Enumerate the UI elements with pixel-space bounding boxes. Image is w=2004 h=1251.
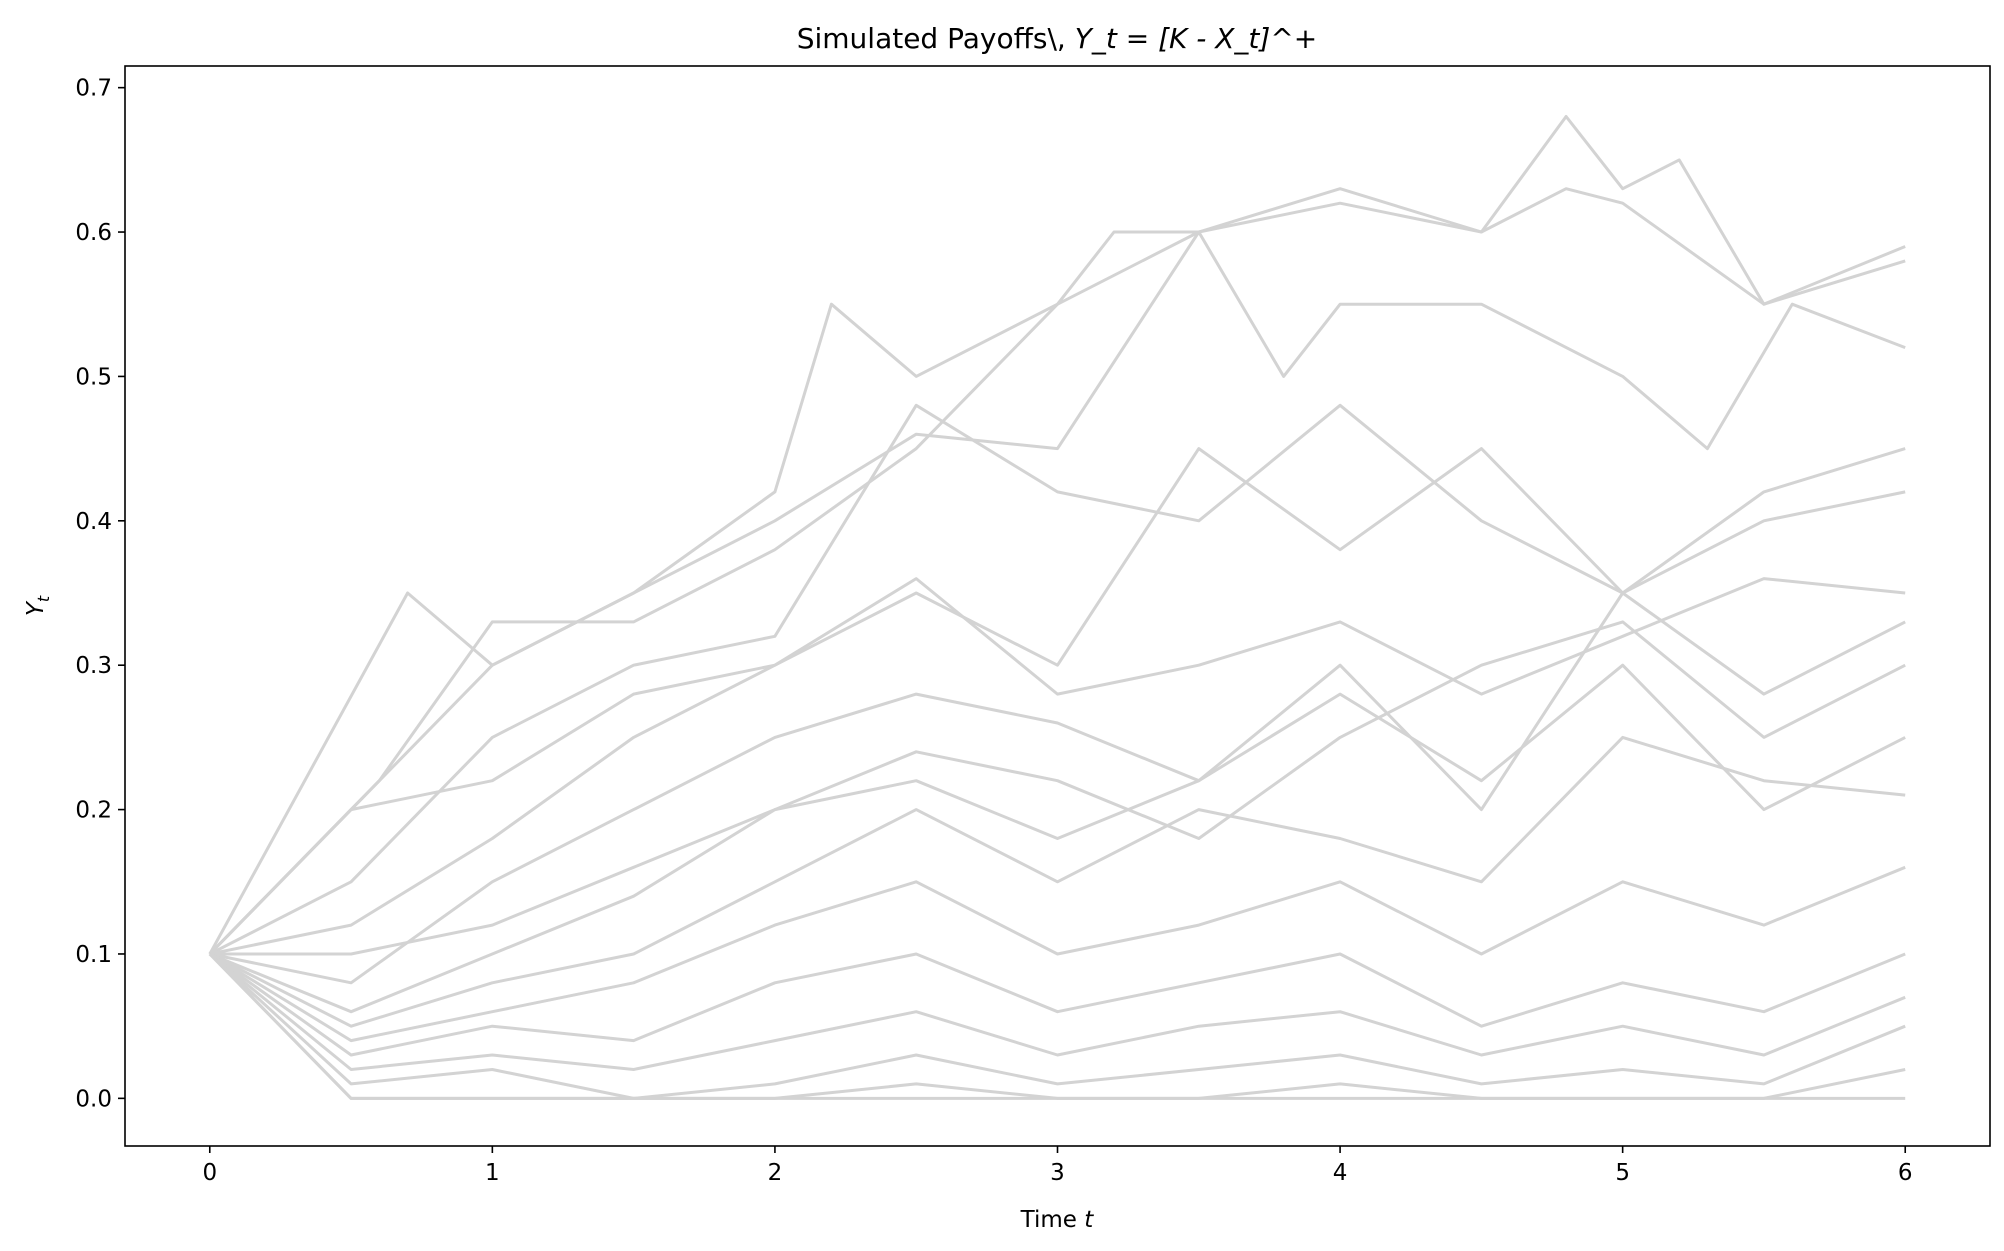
chart-title-math: Y_t = [K - X_t]^+ [1075, 22, 1318, 55]
y-axis-label-sub: t [34, 595, 53, 602]
x-axis-label: Time t [1020, 1207, 1095, 1233]
y-tick-label-4: 0.4 [75, 509, 112, 535]
series-line-8 [209, 620, 1906, 956]
x-axis-ticks: 0 1 2 3 4 5 6 [202, 1146, 1913, 1186]
x-tick-label-1: 1 [485, 1160, 500, 1186]
x-tick-label-0: 0 [202, 1160, 217, 1186]
y-axis-label: Yt [23, 595, 53, 616]
x-tick-label-4: 4 [1333, 1160, 1348, 1186]
y-tick-label-6: 0.6 [75, 220, 112, 246]
series-layer [208, 115, 1906, 1100]
series-line-6 [209, 577, 1906, 956]
x-tick-label-5: 5 [1615, 1160, 1630, 1186]
y-tick-label-1: 0.1 [75, 942, 112, 968]
y-axis-label-main: Y [23, 600, 49, 616]
series-line-16 [208, 952, 1906, 1100]
series-line-14 [208, 952, 1906, 1100]
x-tick-label-3: 3 [1050, 1160, 1065, 1186]
series-line-13 [208, 952, 1906, 1071]
x-axis-label-var: t [1084, 1207, 1094, 1233]
series-line-12 [208, 952, 1906, 1057]
series-line-3 [208, 230, 1906, 955]
y-axis-ticks: 0.0 0.1 0.2 0.3 0.4 0.5 0.6 0.7 [75, 76, 125, 1112]
series-line-11 [209, 865, 1906, 1043]
y-tick-label-0: 0.0 [75, 1086, 112, 1112]
x-axis-label-prefix: Time [1020, 1207, 1085, 1233]
chart-title-prefix: Simulated Payoffs\, [797, 22, 1075, 55]
chart-title: Simulated Payoffs\, Y_t = [K - X_t]^+ [797, 22, 1318, 55]
y-tick-label-3: 0.3 [75, 653, 112, 679]
y-tick-label-5: 0.5 [75, 364, 112, 390]
series-line-10 [209, 735, 1906, 1028]
series-line-7 [209, 591, 1906, 985]
x-tick-label-6: 6 [1898, 1160, 1913, 1186]
series-line-9 [209, 663, 1906, 1014]
y-tick-label-2: 0.2 [75, 798, 112, 824]
x-tick-label-2: 2 [768, 1160, 783, 1186]
y-tick-label-7: 0.7 [75, 76, 112, 102]
